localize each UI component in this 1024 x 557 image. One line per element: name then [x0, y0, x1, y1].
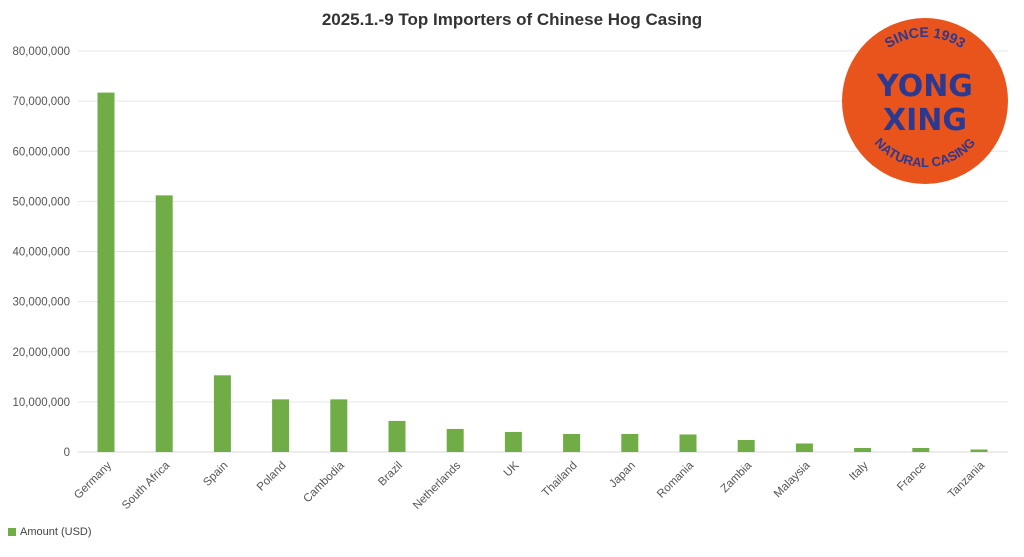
bar-cambodia	[330, 399, 348, 452]
logo-since-text: SINCE 1993	[882, 24, 969, 51]
x-tick-label: Brazil	[376, 460, 405, 489]
legend-swatch	[8, 528, 16, 536]
yong-xing-logo: SINCE 1993 YONG XING NATURAL CASING	[842, 18, 1008, 184]
y-tick-label: 70,000,000	[12, 96, 70, 108]
legend-label: Amount (USD)	[20, 526, 92, 538]
y-tick-label: 20,000,000	[12, 347, 70, 359]
bar-poland	[272, 399, 290, 452]
bar-uk	[504, 431, 522, 452]
x-tick-label: Netherlands	[411, 459, 464, 512]
y-tick-label: 0	[64, 447, 70, 459]
x-tick-label: UK	[502, 459, 522, 479]
y-tick-label: 80,000,000	[12, 46, 70, 58]
x-tick-label: Cambodia	[301, 459, 347, 505]
bar-netherlands	[446, 428, 464, 452]
bar-malaysia	[795, 443, 813, 452]
x-tick-label: Germany	[72, 459, 114, 501]
y-tick-label: 60,000,000	[12, 146, 70, 158]
bar-zambia	[737, 439, 755, 452]
x-tick-label: South Africa	[120, 459, 173, 512]
y-tick-label: 50,000,000	[12, 196, 70, 208]
x-tick-label: Thailand	[540, 460, 580, 500]
y-tick-label: 10,000,000	[12, 397, 70, 409]
bar-germany	[97, 92, 115, 452]
bar-italy	[854, 447, 872, 452]
x-tick-label: Poland	[255, 460, 289, 494]
x-tick-label: Zambia	[719, 459, 755, 495]
logo-natural-casing-text: NATURAL CASING	[872, 135, 978, 170]
bar-france	[912, 447, 930, 452]
bar-japan	[621, 433, 639, 452]
x-tick-label: Japan	[607, 460, 638, 491]
legend: Amount (USD)	[8, 526, 92, 538]
bar-romania	[679, 434, 697, 452]
y-tick-label: 40,000,000	[12, 247, 70, 259]
x-tick-label: France	[895, 460, 929, 494]
logo-xing-text: XING	[883, 103, 967, 138]
bar-south-africa	[155, 195, 173, 453]
x-tick-label: Malaysia	[772, 459, 813, 500]
x-tick-label: Romania	[655, 459, 696, 500]
x-tick-label: Tanzania	[946, 459, 987, 500]
bar-thailand	[563, 433, 581, 452]
bar-tanzania	[970, 449, 988, 452]
bar-spain	[213, 375, 231, 452]
chart-title: 2025.1.-9 Top Importers of Chinese Hog C…	[321, 10, 703, 29]
x-tick-label: Italy	[847, 459, 871, 483]
bar-brazil	[388, 420, 406, 452]
logo-yong-text: YONG	[876, 69, 973, 104]
x-tick-label: Spain	[201, 460, 230, 489]
y-tick-label: 30,000,000	[12, 297, 70, 309]
